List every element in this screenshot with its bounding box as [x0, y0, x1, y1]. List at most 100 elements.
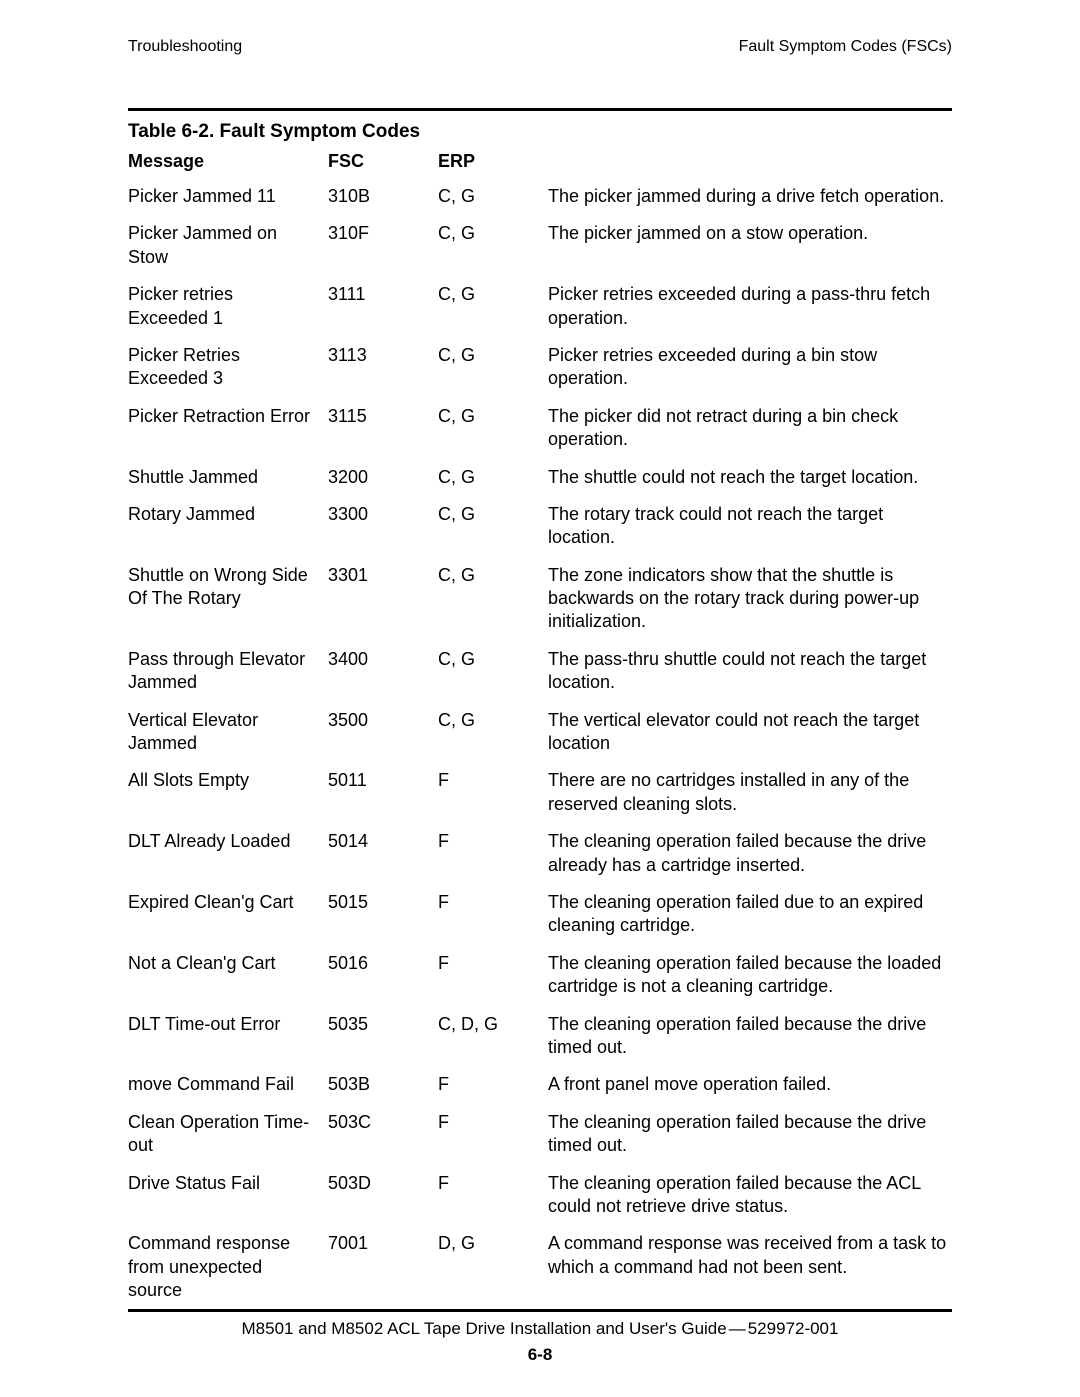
- cell-message: Not a Clean'g Cart: [128, 945, 328, 1006]
- cell-erp: F: [438, 823, 548, 884]
- cell-fsc: 5016: [328, 945, 438, 1006]
- cell-message: Vertical Elevator Jammed: [128, 702, 328, 763]
- cell-description: The rotary track could not reach the tar…: [548, 496, 952, 557]
- table-title: Table 6-2. Fault Symptom Codes: [128, 111, 952, 151]
- cell-description: The cleaning operation failed because th…: [548, 945, 952, 1006]
- table-row: Pass through Elevator Jammed3400C, GThe …: [128, 641, 952, 702]
- cell-fsc: 3113: [328, 337, 438, 398]
- cell-fsc: 3115: [328, 398, 438, 459]
- table-row: move Command Fail503BFA front panel move…: [128, 1066, 952, 1103]
- footer-emdash: —: [727, 1319, 748, 1338]
- cell-description: The cleaning operation failed because th…: [548, 1006, 952, 1067]
- cell-erp: C, G: [438, 215, 548, 276]
- cell-fsc: 3301: [328, 557, 438, 641]
- cell-description: The pass-thru shuttle could not reach th…: [548, 641, 952, 702]
- table-row: Shuttle Jammed3200C, GThe shuttle could …: [128, 459, 952, 496]
- cell-description: The picker jammed during a drive fetch o…: [548, 178, 952, 215]
- cell-erp: C, D, G: [438, 1006, 548, 1067]
- cell-erp: C, G: [438, 496, 548, 557]
- cell-message: Picker Retraction Error: [128, 398, 328, 459]
- cell-fsc: 5015: [328, 884, 438, 945]
- table-row: Picker Retraction Error3115C, GThe picke…: [128, 398, 952, 459]
- cell-erp: F: [438, 1066, 548, 1103]
- col-header-desc: [548, 151, 952, 178]
- cell-fsc: 5014: [328, 823, 438, 884]
- cell-message: Pass through Elevator Jammed: [128, 641, 328, 702]
- cell-message: Shuttle Jammed: [128, 459, 328, 496]
- cell-description: The shuttle could not reach the target l…: [548, 459, 952, 496]
- page-footer: M8501 and M8502 ACL Tape Drive Installat…: [0, 1317, 1080, 1367]
- cell-message: Picker Jammed on Stow: [128, 215, 328, 276]
- col-header-message: Message: [128, 151, 328, 178]
- table-row: Rotary Jammed3300C, GThe rotary track co…: [128, 496, 952, 557]
- col-header-erp: ERP: [438, 151, 548, 178]
- cell-erp: C, G: [438, 398, 548, 459]
- header-right: Fault Symptom Codes (FSCs): [739, 38, 952, 56]
- cell-fsc: 503C: [328, 1104, 438, 1165]
- cell-erp: F: [438, 1165, 548, 1226]
- cell-fsc: 3300: [328, 496, 438, 557]
- cell-erp: F: [438, 884, 548, 945]
- cell-erp: C, G: [438, 641, 548, 702]
- cell-erp: C, G: [438, 557, 548, 641]
- cell-description: The zone indicators show that the shuttl…: [548, 557, 952, 641]
- cell-description: The picker did not retract during a bin …: [548, 398, 952, 459]
- cell-fsc: 3200: [328, 459, 438, 496]
- cell-fsc: 3500: [328, 702, 438, 763]
- cell-description: The cleaning operation failed because th…: [548, 823, 952, 884]
- cell-fsc: 503D: [328, 1165, 438, 1226]
- cell-description: The picker jammed on a stow operation.: [548, 215, 952, 276]
- cell-message: move Command Fail: [128, 1066, 328, 1103]
- table-header-row: Message FSC ERP: [128, 151, 952, 178]
- table-row: Command response from unexpected source7…: [128, 1225, 952, 1309]
- table-row: DLT Time-out Error5035C, D, GThe cleanin…: [128, 1006, 952, 1067]
- cell-message: DLT Time-out Error: [128, 1006, 328, 1067]
- cell-erp: C, G: [438, 702, 548, 763]
- footer-guide-title: M8501 and M8502 ACL Tape Drive Installat…: [242, 1319, 727, 1338]
- table-row: Picker Jammed 11310BC, GThe picker jamme…: [128, 178, 952, 215]
- cell-message: Clean Operation Time-out: [128, 1104, 328, 1165]
- cell-description: The vertical elevator could not reach th…: [548, 702, 952, 763]
- col-header-fsc: FSC: [328, 151, 438, 178]
- table-row: Clean Operation Time-out503CFThe cleanin…: [128, 1104, 952, 1165]
- cell-message: Picker retries Exceeded 1: [128, 276, 328, 337]
- cell-message: Shuttle on Wrong Side Of The Rotary: [128, 557, 328, 641]
- cell-erp: D, G: [438, 1225, 548, 1309]
- footer-page-number: 6-8: [0, 1343, 1080, 1367]
- table-row: Picker Retries Exceeded 33113C, GPicker …: [128, 337, 952, 398]
- fsc-table-container: Table 6-2. Fault Symptom Codes Message F…: [128, 108, 952, 1312]
- cell-description: There are no cartridges installed in any…: [548, 762, 952, 823]
- fsc-table: Message FSC ERP Picker Jammed 11310BC, G…: [128, 151, 952, 1309]
- table-row: Picker retries Exceeded 13111C, GPicker …: [128, 276, 952, 337]
- header-left: Troubleshooting: [128, 38, 242, 56]
- table-row: Vertical Elevator Jammed3500C, GThe vert…: [128, 702, 952, 763]
- cell-message: Command response from unexpected source: [128, 1225, 328, 1309]
- cell-erp: F: [438, 945, 548, 1006]
- cell-erp: C, G: [438, 459, 548, 496]
- cell-fsc: 3400: [328, 641, 438, 702]
- cell-description: The cleaning operation failed because th…: [548, 1104, 952, 1165]
- cell-message: Expired Clean'g Cart: [128, 884, 328, 945]
- cell-fsc: 310F: [328, 215, 438, 276]
- cell-message: Picker Jammed 11: [128, 178, 328, 215]
- table-row: Not a Clean'g Cart5016FThe cleaning oper…: [128, 945, 952, 1006]
- cell-message: Drive Status Fail: [128, 1165, 328, 1226]
- table-row: Picker Jammed on Stow310FC, GThe picker …: [128, 215, 952, 276]
- cell-erp: F: [438, 1104, 548, 1165]
- cell-message: All Slots Empty: [128, 762, 328, 823]
- cell-message: DLT Already Loaded: [128, 823, 328, 884]
- table-row: Expired Clean'g Cart5015FThe cleaning op…: [128, 884, 952, 945]
- cell-erp: C, G: [438, 276, 548, 337]
- cell-description: A command response was received from a t…: [548, 1225, 952, 1309]
- table-row: Shuttle on Wrong Side Of The Rotary3301C…: [128, 557, 952, 641]
- footer-doc-number: 529972-001: [748, 1319, 839, 1338]
- cell-message: Rotary Jammed: [128, 496, 328, 557]
- cell-fsc: 7001: [328, 1225, 438, 1309]
- table-row: All Slots Empty5011FThere are no cartrid…: [128, 762, 952, 823]
- cell-message: Picker Retries Exceeded 3: [128, 337, 328, 398]
- cell-description: The cleaning operation failed because th…: [548, 1165, 952, 1226]
- table-row: DLT Already Loaded5014FThe cleaning oper…: [128, 823, 952, 884]
- cell-fsc: 310B: [328, 178, 438, 215]
- cell-erp: C, G: [438, 178, 548, 215]
- cell-description: Picker retries exceeded during a bin sto…: [548, 337, 952, 398]
